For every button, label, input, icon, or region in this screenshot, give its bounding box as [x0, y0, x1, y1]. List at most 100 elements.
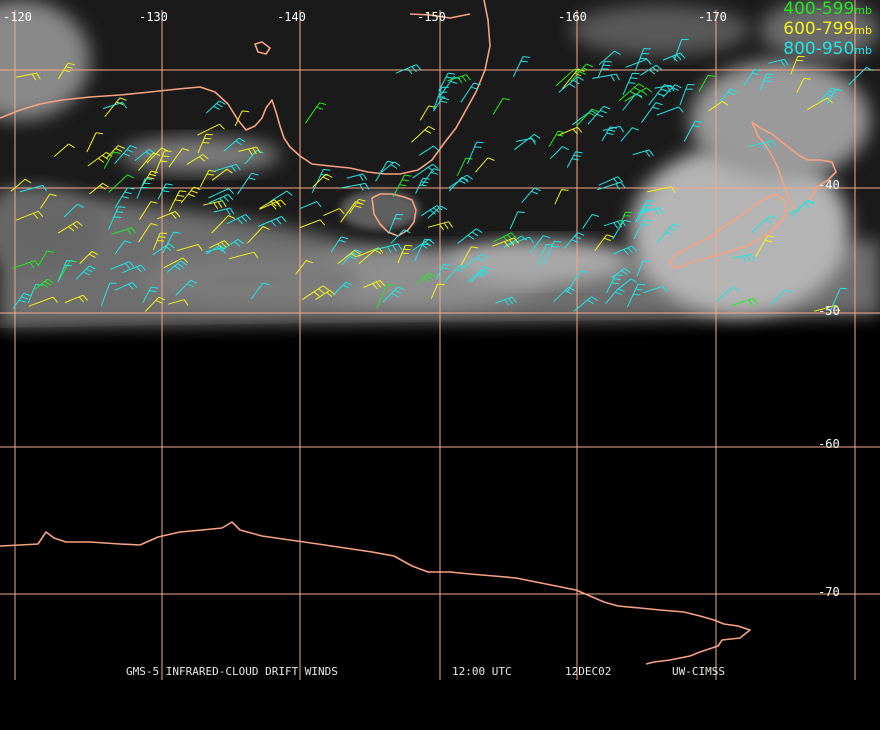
wind-barb — [698, 74, 716, 93]
wind-barb — [197, 133, 213, 154]
wind-barb — [493, 232, 517, 243]
wind-barb — [848, 67, 873, 86]
wind-barb — [433, 86, 449, 110]
wind-barb — [105, 145, 125, 159]
wind-barb — [807, 97, 833, 111]
coastline-new-zealand-north — [751, 121, 837, 211]
lon-label-170: -170 — [698, 10, 727, 24]
lon-label-140: -140 — [277, 10, 306, 24]
wind-barb — [598, 50, 621, 66]
wind-barb — [157, 211, 181, 220]
wind-barb — [111, 227, 137, 236]
wind-barb — [154, 150, 172, 175]
wind-barb — [616, 278, 638, 291]
legend-range: 600-799 — [783, 19, 855, 39]
wind-barb — [503, 235, 528, 249]
legend-unit: mb — [854, 4, 872, 17]
wind-barb — [549, 146, 569, 160]
wind-barb — [743, 68, 762, 87]
wind-barb — [75, 265, 96, 280]
wind-barb — [563, 232, 585, 250]
wind-barb — [197, 123, 225, 136]
wind-barb — [432, 97, 450, 112]
wind-barb — [597, 61, 612, 79]
wind-barb — [208, 240, 230, 250]
wind-barb — [606, 274, 623, 294]
wind-barb — [208, 194, 234, 204]
wind-barb — [748, 140, 777, 150]
wind-barb — [176, 244, 203, 252]
wind-barb — [715, 286, 740, 302]
wind-barb — [63, 203, 84, 218]
wind-barb — [139, 201, 158, 220]
wind-barb — [304, 102, 327, 124]
wind-barb — [750, 215, 777, 234]
wind-barb — [34, 278, 54, 290]
wind-barb — [495, 296, 517, 306]
wind-barb — [205, 100, 226, 114]
wind-barb — [202, 200, 227, 209]
wind-barb — [435, 264, 451, 280]
wind-barb — [238, 146, 261, 156]
legend-unit: mb — [854, 44, 872, 57]
wind-barb — [636, 260, 650, 277]
wind-barb — [250, 282, 270, 300]
wind-barb — [388, 213, 404, 234]
image-caption: GMS-5 INFRARED-CLOUD DRIFT WINDS 12:00 U… — [0, 665, 880, 679]
wind-barb — [421, 168, 441, 186]
wind-barb — [295, 260, 314, 275]
wind-barb — [648, 84, 672, 106]
legend-entry-800-950: 800-950mb — [783, 40, 872, 60]
wind-barb — [379, 161, 401, 174]
wind-barb — [175, 279, 198, 296]
wind-barb — [373, 243, 403, 253]
wind-barb — [634, 48, 651, 72]
caption-product: GMS-5 INFRARED-CLOUD DRIFT WINDS — [126, 665, 338, 678]
wind-barb — [57, 220, 83, 234]
coastline-antarctica — [0, 521, 751, 665]
wind-barb — [257, 216, 287, 227]
legend-unit: mb — [854, 24, 872, 37]
wind-barb — [79, 251, 99, 264]
wind-barb — [567, 270, 588, 292]
wind-barb — [558, 76, 584, 93]
wind-barb — [27, 284, 43, 304]
wind-barb — [122, 264, 146, 274]
coastline-tasmania — [371, 193, 417, 237]
wind-barb — [820, 87, 839, 102]
lat-label-70: -70 — [818, 585, 840, 599]
wind-barb — [312, 173, 333, 188]
wind-barb — [323, 208, 345, 217]
wind-barb — [656, 106, 684, 116]
wind-barb — [602, 125, 625, 133]
wind-barb — [430, 283, 445, 299]
wind-barb — [457, 228, 483, 244]
wind-barb — [492, 97, 510, 115]
wind-barb — [390, 229, 411, 244]
wind-barb — [87, 151, 113, 167]
wind-barb — [594, 234, 614, 251]
wind-barb — [557, 126, 583, 136]
wind-barb — [537, 244, 554, 266]
coastline-australia — [0, 0, 491, 175]
wind-barb — [299, 201, 322, 210]
wind-barb — [53, 143, 75, 157]
wind-barb — [796, 77, 811, 94]
wind-barb — [103, 101, 128, 109]
caption-source: UW-CIMSS — [672, 665, 725, 678]
wind-barb — [157, 183, 173, 200]
wind-barb — [186, 154, 209, 165]
legend-range: 400-599 — [783, 0, 855, 19]
wind-barb — [348, 198, 366, 215]
wind-barb — [213, 163, 241, 172]
wind-barb — [211, 215, 236, 234]
wind-barb — [597, 181, 626, 191]
wind-barb — [168, 190, 187, 212]
wind-barb — [234, 110, 250, 127]
wind-barb — [259, 199, 286, 210]
legend-entry-600-799: 600-799mb — [783, 20, 872, 40]
wind-barb — [412, 163, 439, 179]
wind-barb — [570, 63, 594, 82]
wind-barb — [447, 74, 471, 84]
wind-barb — [633, 219, 652, 240]
